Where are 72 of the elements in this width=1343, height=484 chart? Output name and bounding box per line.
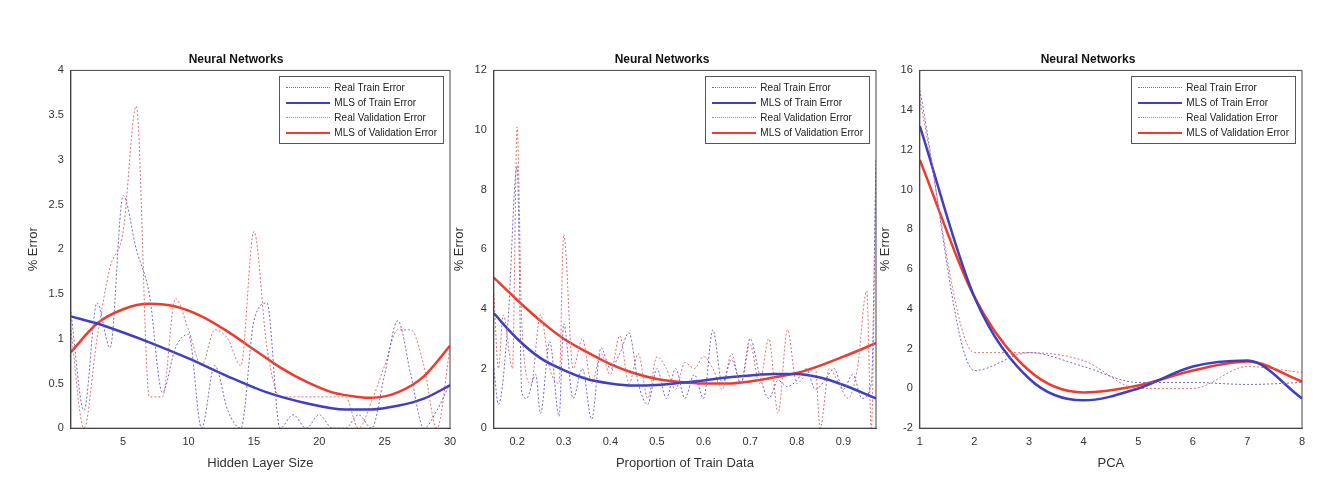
x-tick-label: 0.4 — [602, 434, 618, 447]
x-axis-title: Proportion of Train Data — [615, 454, 755, 470]
x-tick-label: 25 — [378, 434, 391, 447]
x-tick-label: 0.9 — [835, 434, 852, 447]
x-tick-label: 2 — [971, 434, 978, 447]
x-tick-label: 0.5 — [649, 434, 665, 447]
chart-title: Neural Networks — [614, 51, 710, 66]
x-tick-label: 20 — [313, 434, 326, 447]
y-tick-label: 0 — [906, 381, 913, 394]
x-tick-label: 0.8 — [789, 434, 805, 447]
y-axis-title: % Error — [877, 226, 893, 272]
legend-label: Real Train Error — [334, 82, 405, 94]
y-tick-label: 12 — [474, 63, 487, 76]
y-tick-label: 10 — [900, 182, 913, 195]
x-tick-label: 0.6 — [695, 434, 712, 447]
y-axis-title: % Error — [25, 226, 41, 272]
y-tick-label: 6 — [480, 242, 487, 255]
y-tick-label: 3.5 — [48, 108, 64, 121]
legend-label: MLS of Validation Error — [334, 127, 437, 139]
x-tick-label: 5 — [120, 434, 127, 447]
y-tick-label: 16 — [900, 63, 913, 76]
y-tick-label: 4 — [480, 301, 487, 314]
y-tick-label: 0.5 — [48, 376, 64, 389]
x-tick-label: 1 — [916, 434, 923, 447]
legend-label: Real Train Error — [1186, 82, 1257, 94]
legend-label: Real Train Error — [760, 82, 831, 94]
chart-title: Neural Networks — [1040, 51, 1136, 66]
x-tick-label: 0.7 — [742, 434, 758, 447]
x-axis-title: Hidden Layer Size — [207, 454, 314, 470]
y-tick-label: 4 — [906, 301, 913, 314]
y-axis-title: % Error — [451, 226, 467, 272]
y-tick-label: 1.5 — [48, 287, 64, 300]
y-tick-label: 12 — [900, 142, 913, 155]
x-tick-label: 8 — [1298, 434, 1306, 447]
legend-label: MLS of Validation Error — [1186, 127, 1289, 139]
line-series — [493, 312, 876, 400]
y-tick-label: 8 — [906, 222, 913, 235]
y-tick-label: 4 — [57, 63, 64, 76]
y-tick-label: 14 — [900, 103, 913, 116]
x-tick-label: 6 — [1189, 434, 1196, 447]
x-tick-label: 3 — [1025, 434, 1033, 447]
legend-label: MLS of Train Error — [334, 97, 417, 109]
y-tick-label: 2.5 — [48, 197, 64, 210]
x-tick-label: 0.3 — [556, 434, 572, 447]
y-tick-label: 2 — [57, 242, 64, 255]
x-tick-label: 7 — [1244, 434, 1251, 447]
y-tick-label: 8 — [480, 182, 487, 195]
legend-label: MLS of Train Error — [1186, 97, 1269, 109]
chart-title: Neural Networks — [188, 51, 284, 66]
y-tick-label: 0 — [480, 421, 487, 434]
line-series — [70, 302, 450, 400]
x-tick-label: 0.2 — [509, 434, 525, 447]
legend-label: Real Validation Error — [1186, 112, 1278, 124]
x-axis-title: PCA — [1097, 454, 1125, 470]
x-tick-label: 15 — [247, 434, 261, 447]
y-tick-label: 2 — [906, 341, 913, 354]
y-tick-label: 1 — [57, 331, 64, 344]
line-series — [70, 315, 450, 411]
y-tick-label: 6 — [906, 262, 913, 275]
legend-label: MLS of Train Error — [760, 97, 843, 109]
x-tick-label: 10 — [182, 434, 195, 447]
legend-label: Real Validation Error — [334, 112, 426, 124]
x-tick-label: 4 — [1080, 434, 1087, 447]
y-tick-label: 3 — [57, 152, 64, 165]
legend-label: MLS of Validation Error — [760, 127, 863, 139]
y-tick-label: -2 — [903, 421, 913, 434]
x-tick-label: 5 — [1135, 434, 1142, 447]
y-tick-label: 0 — [57, 421, 64, 434]
y-tick-label: 10 — [474, 123, 487, 136]
y-tick-label: 2 — [480, 361, 487, 374]
x-tick-label: 30 — [443, 434, 457, 447]
legend-label: Real Validation Error — [760, 112, 852, 124]
